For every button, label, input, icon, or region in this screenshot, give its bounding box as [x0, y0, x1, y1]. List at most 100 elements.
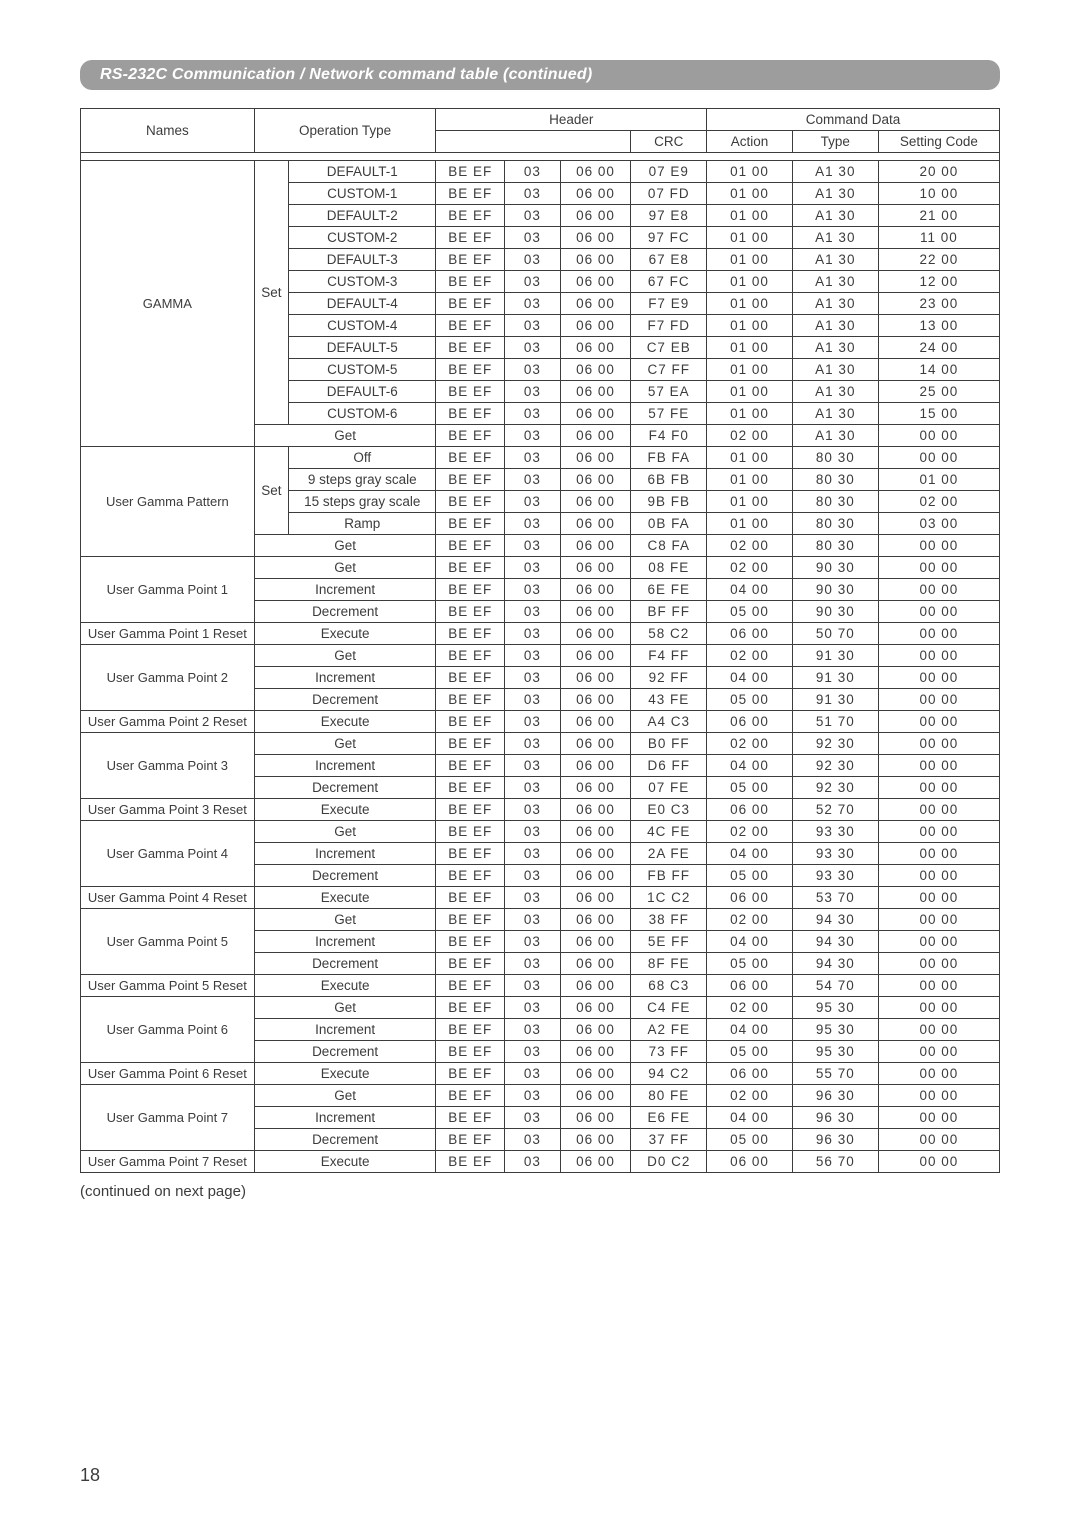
cell-header-1: BE EF [436, 271, 505, 293]
cell-header-2: 03 [505, 403, 561, 425]
cell-header-2: 03 [505, 689, 561, 711]
cell-header-3: 06 00 [560, 931, 631, 953]
cell-header-3: 06 00 [560, 425, 631, 447]
cell-setting-code: 24 00 [878, 337, 999, 359]
cell-operation: Get [254, 997, 436, 1019]
cell-operation-a: Set [254, 447, 288, 535]
cell-header-1: BE EF [436, 865, 505, 887]
cell-type: 96 30 [792, 1085, 878, 1107]
cell-type: 80 30 [792, 513, 878, 535]
cell-operation-b: 9 steps gray scale [289, 469, 436, 491]
cell-action: 06 00 [707, 623, 793, 645]
cell-header-3: 06 00 [560, 975, 631, 997]
cell-action: 04 00 [707, 843, 793, 865]
col-type: Type [792, 131, 878, 153]
cell-type: A1 30 [792, 271, 878, 293]
cell-action: 01 00 [707, 315, 793, 337]
cell-crc: 6E FE [631, 579, 707, 601]
cell-action: 01 00 [707, 403, 793, 425]
col-crc: CRC [631, 131, 707, 153]
cell-operation-b: CUSTOM-5 [289, 359, 436, 381]
cell-operation: Get [254, 1085, 436, 1107]
cell-operation: Increment [254, 755, 436, 777]
cell-header-1: BE EF [436, 557, 505, 579]
cell-action: 02 00 [707, 821, 793, 843]
cell-operation: Get [254, 425, 436, 447]
cell-header-1: BE EF [436, 1041, 505, 1063]
cell-header-2: 03 [505, 667, 561, 689]
cell-action: 01 00 [707, 337, 793, 359]
cell-header-2: 03 [505, 997, 561, 1019]
cell-setting-code: 14 00 [878, 359, 999, 381]
cell-type: 91 30 [792, 689, 878, 711]
cell-crc: 5E FF [631, 931, 707, 953]
cell-operation-b: CUSTOM-1 [289, 183, 436, 205]
cell-crc: 07 FE [631, 777, 707, 799]
cell-crc: 80 FE [631, 1085, 707, 1107]
cell-crc: E6 FE [631, 1107, 707, 1129]
cell-crc: 68 C3 [631, 975, 707, 997]
cell-action: 06 00 [707, 1063, 793, 1085]
cell-action: 04 00 [707, 579, 793, 601]
cell-setting-code: 00 00 [878, 645, 999, 667]
cell-header-2: 03 [505, 865, 561, 887]
cell-crc: 67 FC [631, 271, 707, 293]
cell-type: 90 30 [792, 557, 878, 579]
cell-crc: 4C FE [631, 821, 707, 843]
cell-type: 91 30 [792, 645, 878, 667]
cell-header-1: BE EF [436, 161, 505, 183]
cell-header-3: 06 00 [560, 205, 631, 227]
cell-setting-code: 00 00 [878, 711, 999, 733]
cell-crc: 73 FF [631, 1041, 707, 1063]
cell-header-3: 06 00 [560, 689, 631, 711]
cell-type: A1 30 [792, 381, 878, 403]
cell-header-3: 06 00 [560, 799, 631, 821]
cell-setting-code: 00 00 [878, 447, 999, 469]
cell-header-2: 03 [505, 491, 561, 513]
cell-operation-b: DEFAULT-3 [289, 249, 436, 271]
cell-name: User Gamma Point 4 [81, 821, 255, 887]
cell-header-1: BE EF [436, 843, 505, 865]
cell-type: 54 70 [792, 975, 878, 997]
cell-setting-code: 00 00 [878, 579, 999, 601]
cell-type: A1 30 [792, 293, 878, 315]
cell-setting-code: 00 00 [878, 689, 999, 711]
cell-header-3: 06 00 [560, 887, 631, 909]
cell-crc: C4 FE [631, 997, 707, 1019]
cell-type: A1 30 [792, 183, 878, 205]
cell-header-3: 06 00 [560, 1129, 631, 1151]
cell-header-3: 06 00 [560, 315, 631, 337]
cell-crc: 6B FB [631, 469, 707, 491]
cell-setting-code: 00 00 [878, 887, 999, 909]
cell-crc: D6 FF [631, 755, 707, 777]
cell-header-2: 03 [505, 1151, 561, 1173]
cell-operation-b: DEFAULT-4 [289, 293, 436, 315]
cell-setting-code: 21 00 [878, 205, 999, 227]
cell-header-1: BE EF [436, 997, 505, 1019]
cell-type: A1 30 [792, 249, 878, 271]
cell-header-2: 03 [505, 601, 561, 623]
cell-operation-b: CUSTOM-6 [289, 403, 436, 425]
cell-header-2: 03 [505, 1019, 561, 1041]
cell-header-1: BE EF [436, 931, 505, 953]
cell-action: 05 00 [707, 953, 793, 975]
section-title-bar: RS-232C Communication / Network command … [80, 60, 1000, 90]
cell-header-2: 03 [505, 711, 561, 733]
table-row: User Gamma Point 5GetBE EF0306 0038 FF02… [81, 909, 1000, 931]
cell-header-1: BE EF [436, 337, 505, 359]
cell-type: 94 30 [792, 953, 878, 975]
col-names: Names [81, 109, 255, 153]
cell-header-1: BE EF [436, 799, 505, 821]
cell-setting-code: 00 00 [878, 733, 999, 755]
cell-setting-code: 13 00 [878, 315, 999, 337]
cell-type: 96 30 [792, 1129, 878, 1151]
cell-crc: 1C C2 [631, 887, 707, 909]
cell-operation-b: CUSTOM-3 [289, 271, 436, 293]
cell-action: 04 00 [707, 1107, 793, 1129]
table-row: User Gamma PatternSetOffBE EF0306 00FB F… [81, 447, 1000, 469]
cell-setting-code: 22 00 [878, 249, 999, 271]
cell-action: 04 00 [707, 931, 793, 953]
cell-crc: 38 FF [631, 909, 707, 931]
cell-header-3: 06 00 [560, 1063, 631, 1085]
table-body: GAMMASetDEFAULT-1BE EF0306 0007 E901 00A… [81, 153, 1000, 1173]
